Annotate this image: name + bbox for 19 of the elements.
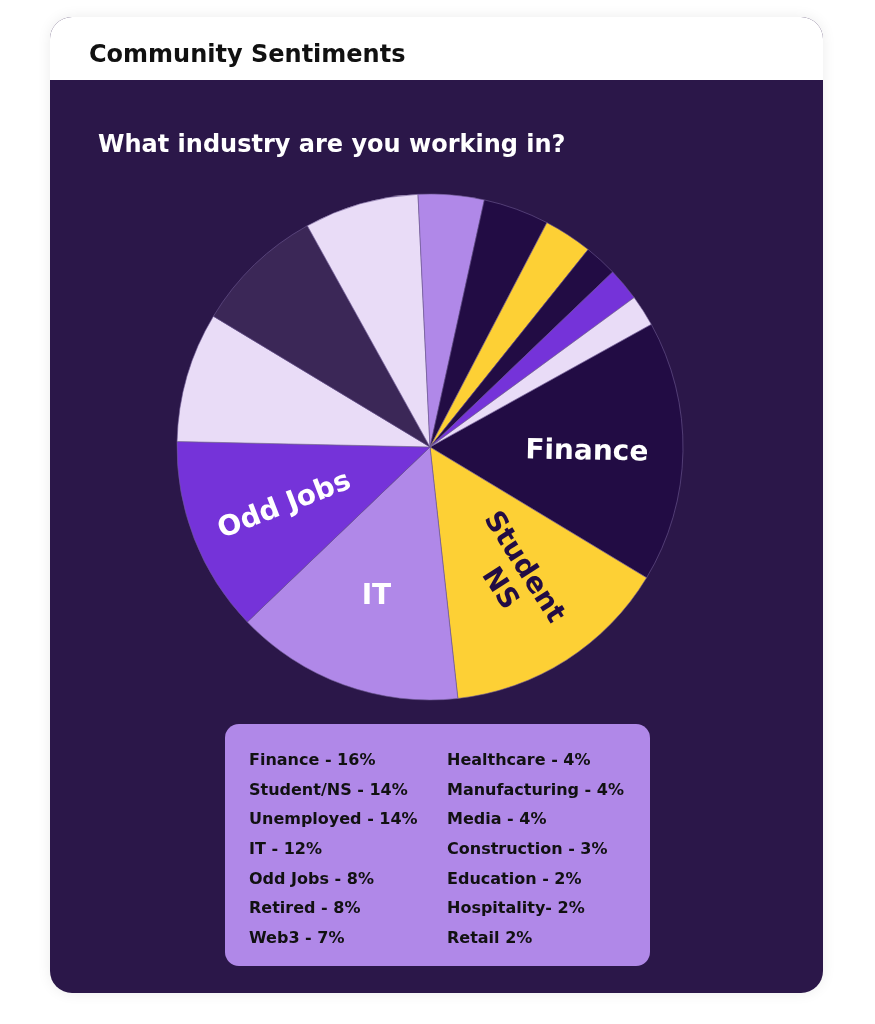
chart-subtitle: What industry are you working in? [98, 130, 566, 158]
slice-label: Finance [525, 432, 649, 468]
text: Web3 - 7% [249, 927, 346, 950]
slice-label: Odd Jobs [212, 463, 356, 545]
text: Manufacturing - 4% [447, 778, 624, 801]
text: Odd Jobs - 8% [249, 867, 375, 890]
text: Finance - 16% [249, 749, 377, 771]
text: IT - 12% [249, 838, 323, 861]
text: Hospitality- 2% [447, 897, 586, 920]
text: Retired - 8% [249, 897, 362, 920]
text: Retail 2% [447, 927, 534, 950]
text: Healthcare - 4% [447, 749, 592, 771]
chart-title: Community Sentiments [89, 40, 406, 68]
text: Education - 2% [447, 867, 583, 890]
text: Student/NS - 14% [249, 778, 409, 801]
slice-label: IT [361, 577, 392, 611]
text: Unemployed - 14% [249, 808, 418, 831]
text: Construction - 3% [447, 838, 609, 861]
text: Media - 4% [447, 808, 548, 831]
